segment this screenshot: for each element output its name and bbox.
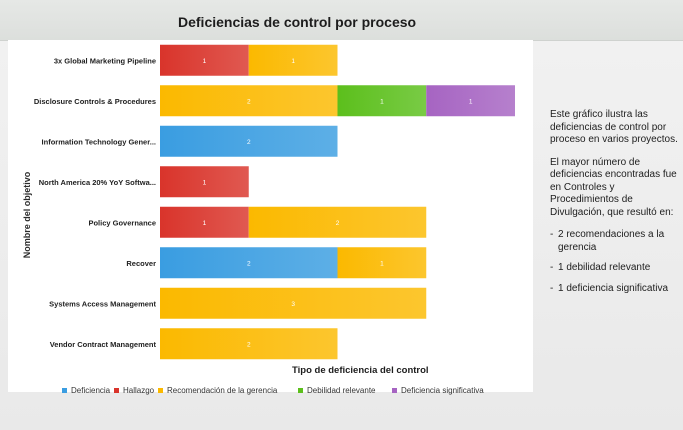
legend-label: Hallazgo	[123, 386, 155, 395]
bullet-dash: -	[550, 262, 554, 273]
legend-label: Deficiencia significativa	[401, 386, 484, 395]
bar-segment[interactable]	[337, 247, 427, 279]
bar-segment[interactable]	[160, 85, 338, 117]
bullet-dash: -	[550, 282, 554, 294]
bar-value-label: 2	[247, 98, 251, 105]
bar-segment[interactable]	[160, 166, 249, 198]
y-tick-label: Recover	[126, 259, 156, 268]
side-note-bullet: - 1 debilidad relevante	[550, 262, 680, 275]
legend-swatch	[158, 388, 163, 394]
bar-value-label: 1	[203, 179, 207, 186]
chart-card: 3x Global Marketing Pipeline 1 1 Disclosure…	[8, 40, 533, 392]
legend-swatch	[298, 388, 303, 394]
bar-segment[interactable]	[160, 125, 338, 157]
y-tick-label: Policy Governance	[88, 218, 156, 227]
y-tick-label: 3x Global Marketing Pipeline	[54, 56, 156, 65]
bar-value-label: 1	[291, 58, 295, 65]
y-tick-label: Systems Access Management	[49, 299, 156, 308]
side-note-detail: El mayor número de deficiencias encontra…	[550, 156, 677, 218]
bar-value-label: 3	[291, 301, 295, 308]
bar-value-label: 2	[336, 220, 340, 227]
legend-swatch	[62, 388, 67, 394]
bar-value-label: 1	[380, 98, 384, 105]
x-axis-title: Tipo de deficiencia del control	[292, 365, 429, 376]
bar-segment[interactable]	[337, 85, 427, 117]
chart-title: Deficiencias de control por proceso	[178, 14, 417, 30]
legend-label: Recomendación de la gerencia	[167, 386, 278, 395]
bar-segment[interactable]	[426, 85, 515, 117]
legend-swatch	[114, 388, 119, 394]
side-note-bullet: - 1 deficiencia significativa	[550, 283, 680, 296]
legend-item[interactable]: Recomendación de la gerencia	[158, 386, 277, 395]
y-tick-label: Vendor Contract Management	[50, 340, 157, 349]
bullet-text: 1 debilidad relevante	[558, 262, 651, 273]
bar-segment[interactable]	[160, 287, 427, 319]
side-note-bullet: - 2 recomendaciones a la gerencia	[550, 229, 680, 254]
bar-value-label: 2	[247, 139, 251, 146]
side-note: Este gráfico ilustra las deficiencias de…	[550, 109, 680, 303]
bar-value-label: 1	[380, 260, 384, 267]
bar-value-label: 1	[469, 98, 473, 105]
bar-segment[interactable]	[160, 44, 249, 76]
y-tick-label: North America 20% YoY Softwa...	[39, 178, 156, 187]
bar-value-label: 1	[203, 220, 207, 227]
chart-legend: Deficiencia Hallazgo Recomendación de la g…	[62, 386, 532, 398]
bullet-dash: -	[550, 229, 554, 240]
bullet-text: 1 deficiencia significativa	[558, 282, 669, 294]
y-axis-title: Nombre del objetivo	[22, 171, 32, 259]
legend-item[interactable]: Debilidad relevante	[298, 386, 376, 395]
y-tick-label: Disclosure Controls & Procedures	[34, 97, 156, 106]
bar-segment[interactable]	[248, 206, 427, 238]
bar-segment[interactable]	[160, 247, 338, 279]
legend-swatch	[392, 388, 397, 394]
legend-item[interactable]: Hallazgo	[114, 386, 154, 395]
bullet-text: 2 recomendaciones a la gerencia	[558, 229, 665, 253]
bar-segment[interactable]	[248, 44, 338, 76]
bar-value-label: 2	[247, 341, 251, 348]
legend-label: Deficiencia	[71, 386, 111, 395]
bar-segment[interactable]	[160, 206, 249, 238]
side-note-intro: Este gráfico ilustra las deficiencias de…	[550, 109, 678, 145]
legend-label: Debilidad relevante	[307, 386, 376, 395]
legend-item[interactable]: Deficiencia significativa	[392, 386, 484, 395]
legend-item[interactable]: Deficiencia	[62, 386, 110, 395]
bar-segment[interactable]	[160, 328, 338, 360]
bar-value-label: 2	[247, 260, 251, 267]
bar-value-label: 1	[203, 58, 207, 65]
y-tick-label: Information Technology Gener...	[42, 137, 156, 146]
stacked-bar-chart: 3x Global Marketing Pipeline 1 1 Disclosure…	[34, 44, 515, 360]
